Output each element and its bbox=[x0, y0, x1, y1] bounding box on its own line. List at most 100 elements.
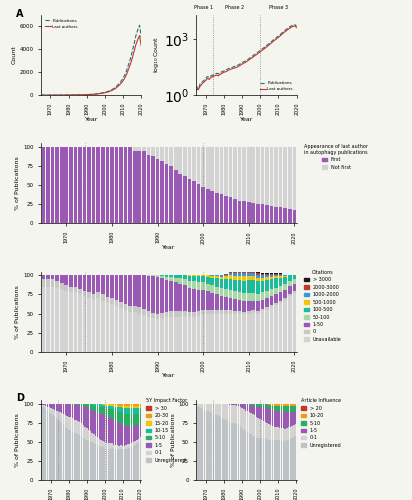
Bar bbox=[127, 408, 129, 414]
Bar bbox=[192, 182, 196, 224]
Bar bbox=[293, 406, 295, 412]
Bar bbox=[293, 279, 296, 284]
Bar bbox=[197, 404, 198, 407]
Bar bbox=[265, 308, 269, 310]
Bar bbox=[95, 404, 96, 406]
Bar bbox=[236, 406, 237, 424]
Bar bbox=[127, 444, 129, 448]
Bar bbox=[234, 404, 236, 405]
Bar bbox=[119, 147, 123, 224]
Bar bbox=[127, 414, 129, 426]
Bar bbox=[283, 284, 287, 290]
Bar bbox=[59, 404, 61, 412]
Bar bbox=[295, 404, 297, 406]
Bar bbox=[248, 404, 250, 405]
Bar bbox=[50, 404, 52, 408]
Bar bbox=[242, 273, 246, 276]
Bar bbox=[251, 203, 255, 224]
Bar bbox=[109, 418, 111, 444]
Bar bbox=[183, 279, 187, 285]
Bar bbox=[169, 277, 173, 280]
Bar bbox=[77, 434, 79, 480]
Bar bbox=[245, 405, 246, 410]
Bar bbox=[61, 413, 63, 422]
Bar bbox=[178, 284, 182, 312]
Bar bbox=[281, 412, 282, 428]
Bar bbox=[247, 276, 250, 280]
Bar bbox=[129, 448, 131, 480]
Bar bbox=[284, 429, 286, 441]
Bar bbox=[88, 430, 89, 440]
Bar bbox=[74, 292, 77, 352]
Bar bbox=[165, 318, 169, 352]
Bar bbox=[54, 416, 55, 480]
Bar bbox=[55, 147, 59, 224]
Bar bbox=[197, 316, 200, 352]
Bar bbox=[117, 448, 118, 480]
Bar bbox=[93, 442, 95, 480]
Bar bbox=[108, 444, 109, 448]
Bar bbox=[113, 406, 115, 410]
Bar bbox=[140, 424, 141, 437]
Bar bbox=[279, 286, 283, 292]
Bar bbox=[281, 406, 282, 411]
Bar bbox=[274, 406, 275, 410]
Bar bbox=[49, 408, 50, 412]
Bar bbox=[111, 406, 112, 409]
Bar bbox=[291, 404, 293, 406]
Bar bbox=[105, 303, 109, 352]
Bar bbox=[97, 445, 98, 480]
Bar bbox=[220, 404, 221, 417]
Bar bbox=[265, 408, 266, 422]
Bar bbox=[247, 300, 250, 312]
Bar bbox=[247, 202, 250, 224]
Bar bbox=[239, 406, 241, 426]
Bar bbox=[288, 276, 292, 280]
Bar bbox=[58, 420, 59, 480]
Bar bbox=[272, 410, 273, 426]
Bar bbox=[108, 418, 109, 444]
Bar bbox=[238, 406, 239, 425]
Bar bbox=[199, 404, 200, 407]
Bar bbox=[93, 410, 95, 434]
Bar bbox=[106, 404, 107, 406]
Bar bbox=[270, 279, 274, 289]
Bar bbox=[250, 413, 252, 434]
Bar bbox=[283, 298, 287, 300]
Bar bbox=[169, 166, 173, 224]
Bar bbox=[165, 280, 169, 312]
Y-axis label: % of Publications: % of Publications bbox=[171, 413, 176, 467]
Bar bbox=[241, 404, 243, 408]
Bar bbox=[104, 448, 105, 480]
Bar bbox=[174, 316, 178, 352]
Bar bbox=[115, 410, 116, 421]
Bar bbox=[63, 404, 64, 413]
Bar bbox=[187, 312, 191, 316]
Bar bbox=[102, 404, 104, 405]
Bar bbox=[293, 276, 296, 279]
Bar bbox=[220, 418, 221, 480]
Bar bbox=[254, 406, 255, 415]
Bar bbox=[200, 404, 201, 408]
Bar bbox=[92, 294, 96, 300]
Bar bbox=[202, 404, 204, 409]
Bar bbox=[174, 282, 178, 312]
Bar bbox=[46, 276, 50, 279]
Bar bbox=[227, 404, 229, 420]
Bar bbox=[136, 425, 138, 440]
Bar bbox=[133, 306, 136, 312]
Bar bbox=[156, 277, 159, 314]
Bar bbox=[138, 414, 139, 425]
Bar bbox=[131, 447, 132, 480]
Bar bbox=[128, 306, 132, 312]
Bar bbox=[55, 288, 59, 352]
Bar bbox=[156, 276, 159, 277]
Bar bbox=[106, 408, 107, 416]
Bar bbox=[279, 406, 280, 411]
Bar bbox=[252, 414, 253, 436]
Bar bbox=[224, 276, 228, 279]
Bar bbox=[156, 314, 159, 319]
Bar bbox=[122, 406, 123, 408]
Bar bbox=[165, 312, 169, 318]
Bar bbox=[265, 273, 269, 274]
